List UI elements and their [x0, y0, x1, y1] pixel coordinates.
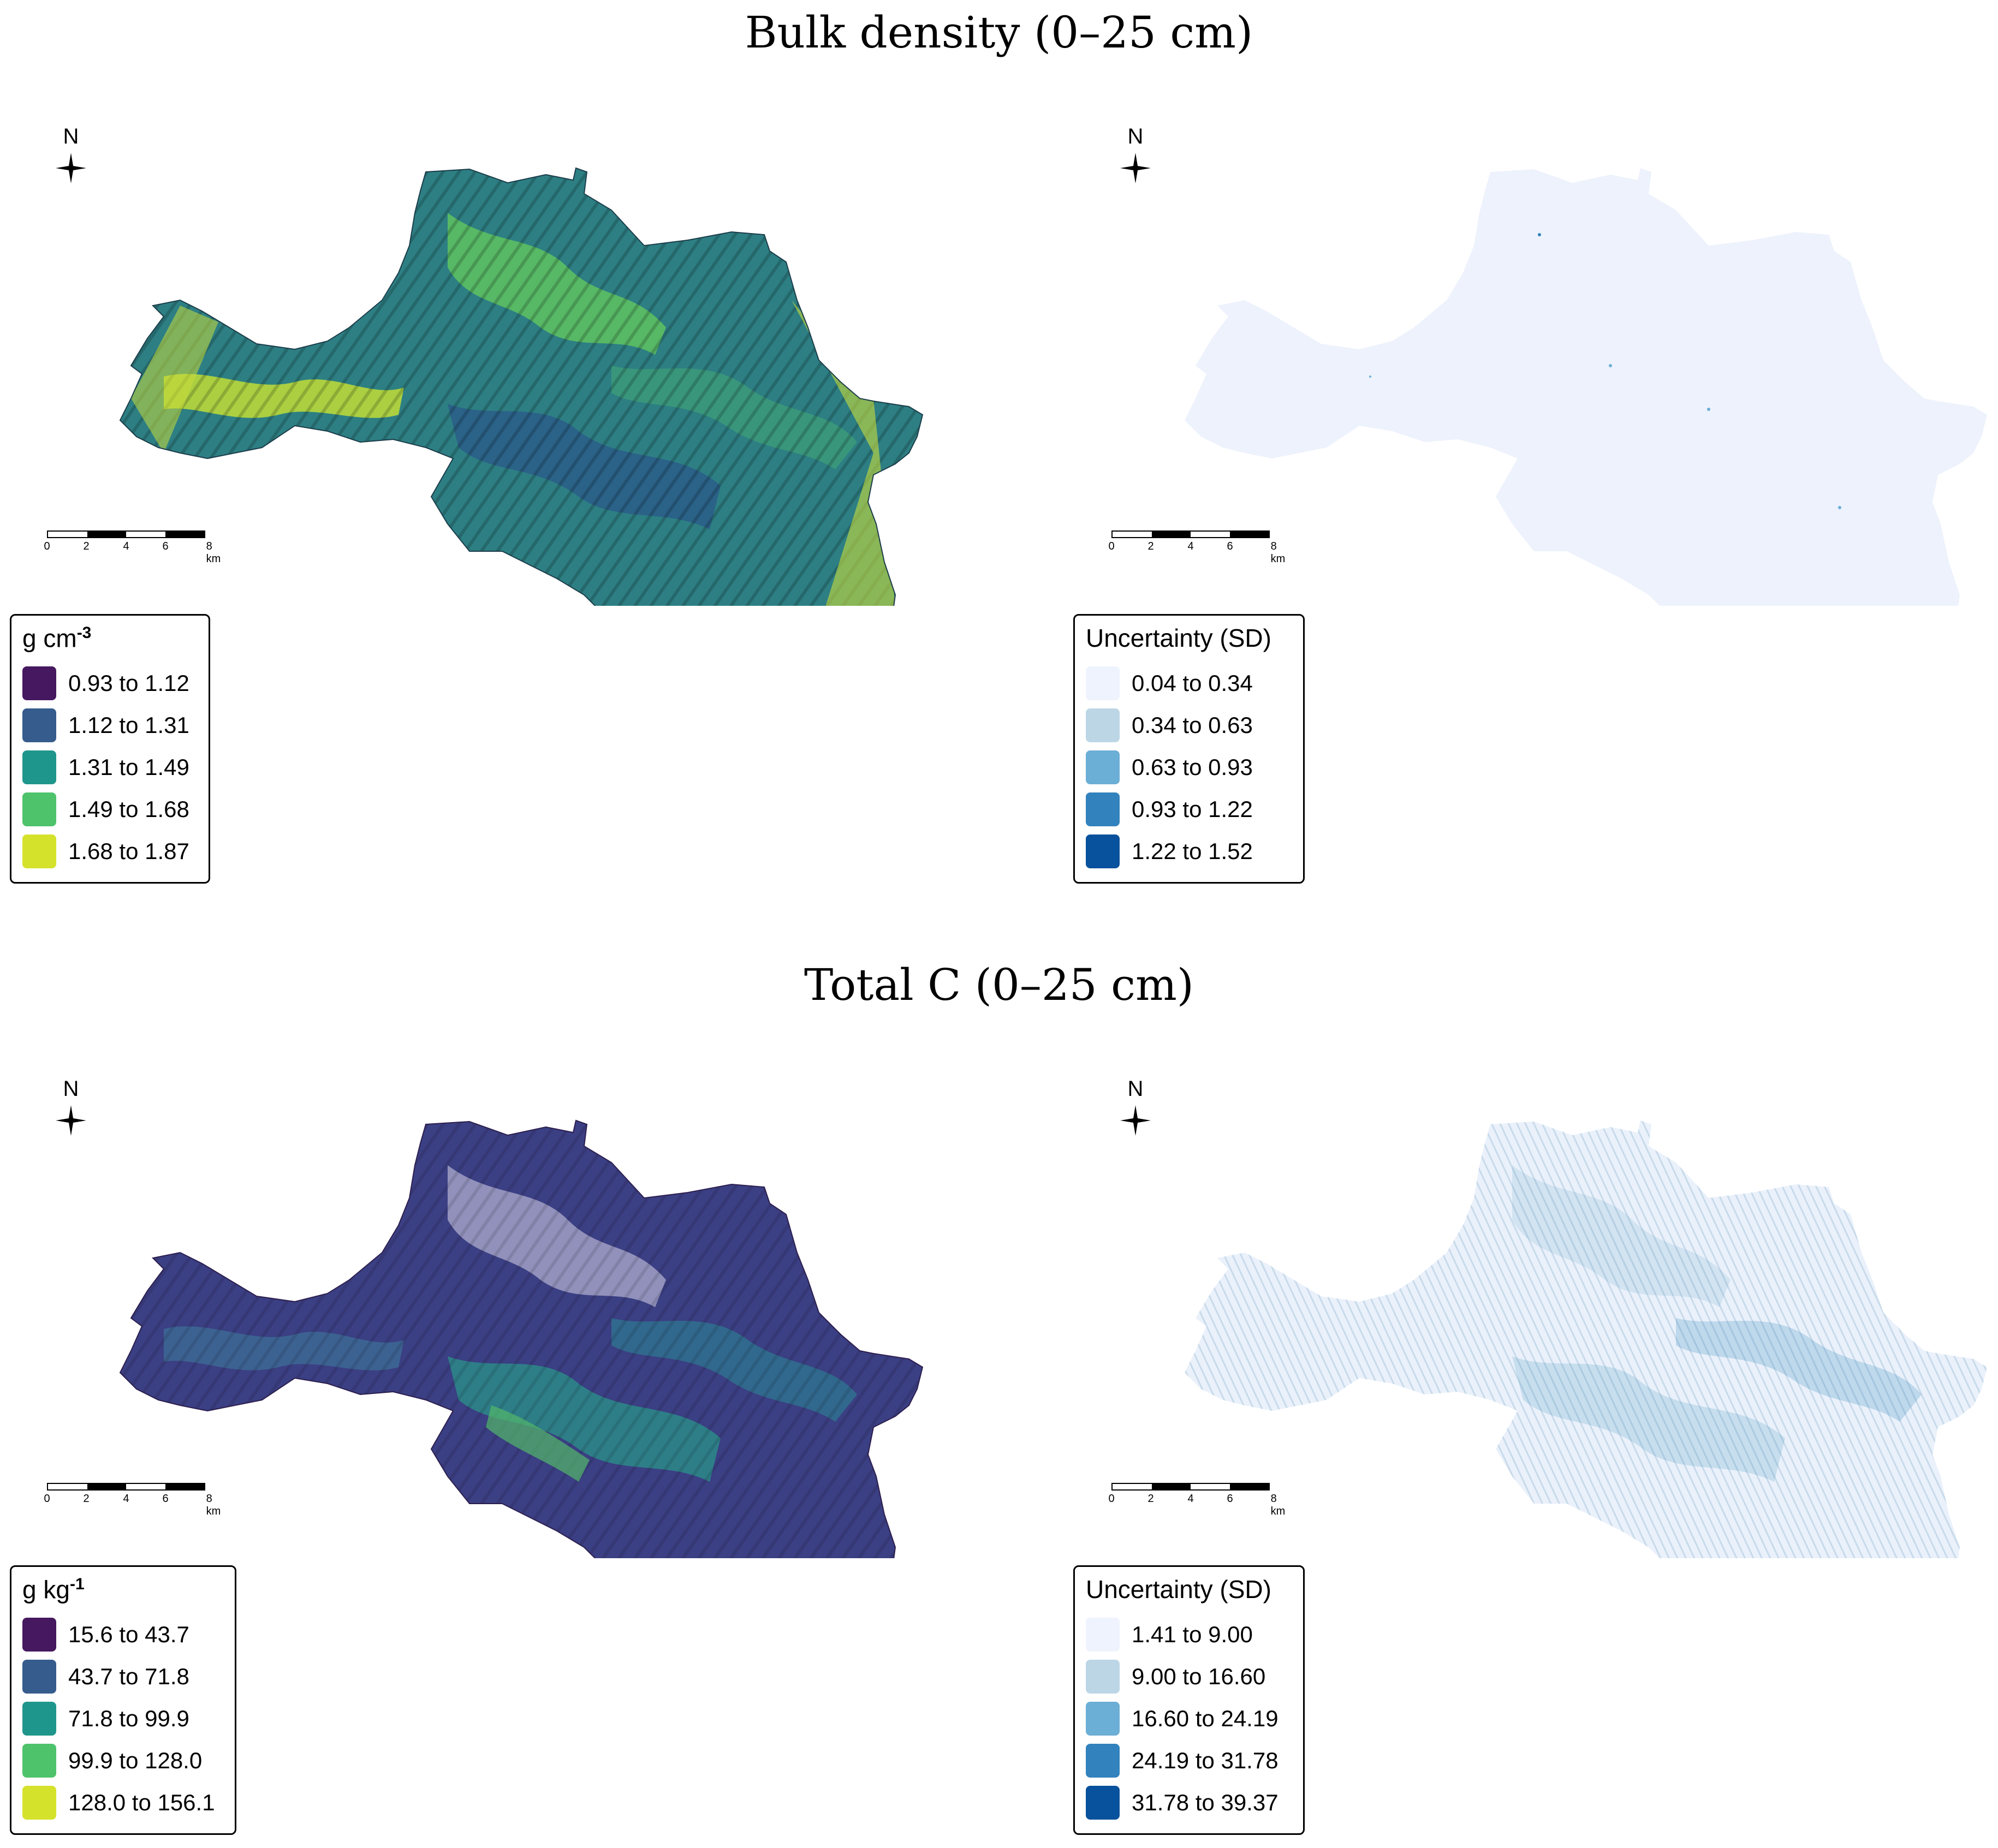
legend-item: 1.12 to 1.31	[22, 705, 198, 747]
bulk-density-legend: g cm-3 0.93 to 1.12 1.12 to 1.31 1.31 to…	[10, 614, 210, 884]
legend-item: 24.19 to 31.78	[1086, 1739, 1292, 1781]
scale-tick: 4	[1187, 1493, 1194, 1505]
compass-star-icon	[1120, 153, 1151, 183]
scale-tick: 6	[162, 1493, 169, 1505]
legend-item: 0.63 to 0.93	[1086, 746, 1292, 788]
scale-tick: 6	[1227, 1493, 1233, 1505]
total-c-map	[120, 1120, 923, 1558]
scale-tick: 8 km	[1270, 540, 1286, 565]
scale-tick: 0	[1108, 1493, 1115, 1505]
legend-item: 128.0 to 156.1	[22, 1782, 224, 1824]
legend-title: Uncertainty (SD)	[1086, 624, 1271, 652]
scale-tick: 2	[83, 540, 90, 552]
compass-star-icon	[56, 153, 86, 183]
scale-tick: 2	[1147, 1493, 1154, 1505]
scale-bar: 0 2 4 6 8 km	[1108, 1483, 1292, 1517]
legend-title: Uncertainty (SD)	[1086, 1575, 1271, 1603]
scale-bar: 0 2 4 6 8 km	[44, 530, 227, 565]
scale-tick: 2	[1147, 540, 1154, 552]
compass-star-icon	[1120, 1105, 1151, 1136]
north-arrow: N	[49, 126, 93, 184]
north-label: N	[1127, 1077, 1144, 1101]
total-c-sd-map-panel: N 0 2 4 6 8 km	[1065, 1023, 1998, 1558]
legend-item: 1.22 to 1.52	[1086, 830, 1292, 872]
compass-star-icon	[56, 1105, 86, 1136]
north-arrow: N	[1114, 1078, 1157, 1137]
legend-item: 99.9 to 128.0	[22, 1740, 224, 1782]
legend-item: 9.00 to 16.60	[1086, 1655, 1292, 1697]
north-label: N	[63, 1077, 79, 1101]
bulk-density-sd-legend: Uncertainty (SD) 0.04 to 0.34 0.34 to 0.…	[1073, 614, 1305, 884]
scale-bar: 0 2 4 6 8 km	[44, 1483, 227, 1517]
scale-tick: 8 km	[206, 540, 221, 565]
scale-tick: 6	[1227, 540, 1233, 552]
legend-item: 16.60 to 24.19	[1086, 1697, 1292, 1739]
bulk-density-sd-map-panel: N 0 2 4 6 8 km	[1065, 71, 1998, 606]
scale-tick: 8 km	[1270, 1493, 1286, 1517]
scale-tick: 0	[44, 1493, 50, 1505]
bulk-density-title: Bulk density (0–25 cm)	[745, 7, 1253, 58]
bulk-density-sd-map	[1185, 168, 1987, 606]
bulk-density-map-panel: N 0 2 4 6 8 km	[0, 71, 999, 606]
legend-item: 1.68 to 1.87	[22, 831, 198, 873]
north-label: N	[63, 124, 79, 148]
legend-item: 1.31 to 1.49	[22, 747, 198, 789]
legend-item: 1.49 to 1.68	[22, 789, 198, 831]
legend-item: 15.6 to 43.7	[22, 1614, 224, 1656]
scale-tick: 4	[123, 1493, 129, 1505]
scale-tick: 4	[1187, 540, 1194, 552]
north-arrow: N	[1114, 126, 1157, 184]
total-c-map-panel: N 0 2 4 6 8 km	[0, 1023, 999, 1558]
legend-item: 71.8 to 99.9	[22, 1698, 224, 1740]
legend-item: 0.34 to 0.63	[1086, 704, 1292, 746]
scale-tick: 0	[1108, 540, 1115, 552]
legend-item: 31.78 to 39.37	[1086, 1781, 1292, 1823]
total-c-sd-map	[1185, 1120, 1987, 1558]
scale-tick: 4	[123, 540, 129, 552]
total-c-sd-legend: Uncertainty (SD) 1.41 to 9.00 9.00 to 16…	[1073, 1565, 1305, 1835]
legend-item: 43.7 to 71.8	[22, 1656, 224, 1698]
scale-tick: 6	[162, 540, 169, 552]
legend-item: 1.41 to 9.00	[1086, 1613, 1292, 1655]
scale-tick: 0	[44, 540, 50, 552]
bulk-density-map	[120, 168, 923, 606]
scale-bar: 0 2 4 6 8 km	[1108, 530, 1292, 565]
north-label: N	[1127, 124, 1144, 148]
legend-item: 0.93 to 1.22	[1086, 788, 1292, 830]
north-arrow: N	[49, 1078, 93, 1137]
legend-title: g cm-3	[22, 624, 92, 653]
total-c-title: Total C (0–25 cm)	[804, 959, 1194, 1010]
legend-title: g kg-1	[22, 1575, 85, 1604]
total-c-legend: g kg-1 15.6 to 43.7 43.7 to 71.8 71.8 to…	[10, 1565, 236, 1835]
scale-tick: 8 km	[206, 1493, 221, 1517]
scale-tick: 2	[83, 1493, 90, 1505]
legend-item: 0.93 to 1.12	[22, 663, 198, 705]
legend-item: 0.04 to 0.34	[1086, 662, 1292, 704]
